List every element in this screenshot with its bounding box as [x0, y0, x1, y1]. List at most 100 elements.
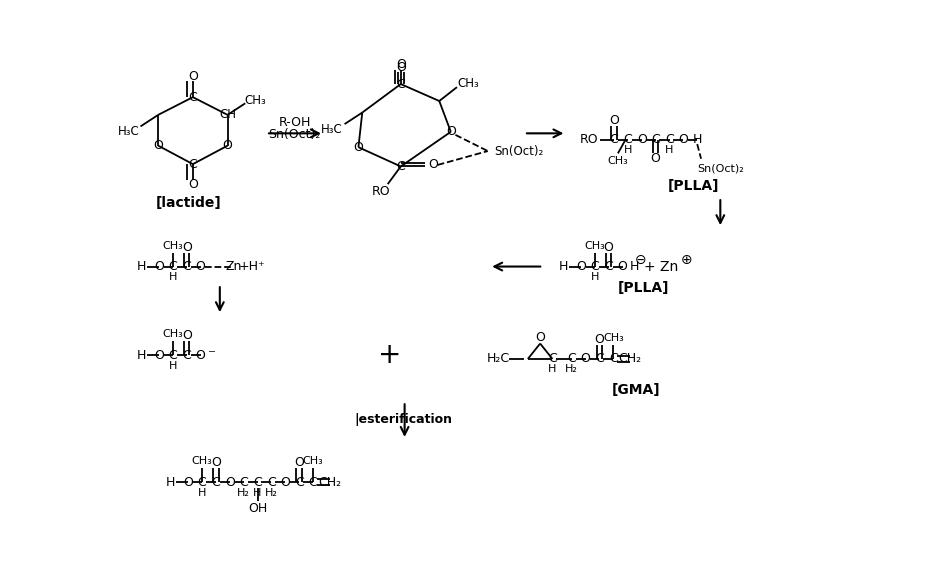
Text: +: + — [377, 341, 401, 369]
Text: ⊕: ⊕ — [681, 253, 692, 267]
Text: CH₂: CH₂ — [318, 476, 342, 488]
Text: H: H — [137, 349, 146, 362]
Text: C: C — [168, 260, 177, 273]
Text: [GMA]: [GMA] — [611, 383, 660, 397]
Text: Sn(Oct)₂: Sn(Oct)₂ — [269, 128, 321, 142]
Text: O: O — [396, 61, 406, 74]
Text: [lactide]: [lactide] — [156, 197, 222, 211]
Text: O: O — [195, 260, 206, 273]
Text: O: O — [182, 329, 192, 342]
Text: C: C — [623, 133, 632, 146]
Text: O: O — [535, 331, 545, 344]
Text: O: O — [651, 152, 660, 165]
Text: C: C — [295, 476, 303, 488]
Text: O: O — [428, 159, 439, 171]
Text: C: C — [239, 476, 248, 488]
Text: C: C — [189, 91, 197, 104]
Text: H₂: H₂ — [565, 364, 578, 374]
Text: CH₃: CH₃ — [244, 94, 266, 106]
Text: C: C — [189, 157, 197, 171]
Text: H₃C: H₃C — [321, 123, 343, 136]
Text: C: C — [182, 260, 192, 273]
Text: H: H — [623, 144, 632, 154]
Text: O: O — [294, 456, 304, 469]
Text: O: O — [396, 57, 406, 71]
Text: ⁻: ⁻ — [208, 347, 216, 363]
Text: H: H — [630, 260, 639, 273]
Text: +H⁺: +H⁺ — [239, 260, 266, 273]
Text: CH₂: CH₂ — [619, 352, 641, 366]
Text: O: O — [225, 476, 235, 488]
Text: C: C — [198, 476, 207, 488]
Text: O: O — [594, 333, 605, 346]
Text: O: O — [195, 349, 206, 362]
Text: C: C — [652, 133, 660, 146]
Text: O: O — [182, 241, 192, 254]
Text: C: C — [665, 133, 674, 146]
Text: C: C — [595, 352, 604, 366]
Text: O: O — [604, 241, 613, 254]
Text: H: H — [169, 361, 177, 371]
Text: O: O — [153, 139, 163, 152]
Text: Sn(Oct)₂: Sn(Oct)₂ — [494, 144, 543, 157]
Text: C: C — [609, 133, 619, 146]
Text: H: H — [254, 488, 262, 498]
Text: C: C — [396, 78, 405, 91]
Text: H: H — [198, 488, 207, 498]
Text: CH₃: CH₃ — [608, 156, 628, 166]
Text: RO: RO — [372, 185, 391, 198]
Text: O: O — [446, 125, 455, 138]
Text: Zn: Zn — [225, 260, 242, 273]
Text: H: H — [137, 260, 146, 273]
Text: C: C — [548, 352, 557, 366]
Text: O: O — [353, 141, 363, 154]
Text: Sn(Oct)₂: Sn(Oct)₂ — [697, 164, 744, 174]
Text: [PLLA]: [PLLA] — [668, 178, 719, 192]
Text: H: H — [559, 260, 568, 273]
Text: H: H — [666, 144, 673, 154]
Text: O: O — [637, 133, 647, 146]
Text: C: C — [567, 352, 577, 366]
Text: CH₃: CH₃ — [162, 329, 183, 339]
Text: O: O — [211, 456, 221, 469]
Text: O: O — [618, 260, 627, 273]
Text: CH₃: CH₃ — [603, 333, 623, 343]
Text: O: O — [154, 349, 164, 362]
Text: OH: OH — [248, 502, 268, 515]
Text: O: O — [281, 476, 290, 488]
Text: H₂: H₂ — [265, 488, 278, 498]
Text: C: C — [211, 476, 221, 488]
Text: H: H — [166, 476, 176, 488]
Text: R-OH: R-OH — [278, 116, 311, 129]
Text: O: O — [576, 260, 586, 273]
Text: CH: CH — [219, 108, 236, 121]
Text: O: O — [678, 133, 688, 146]
Text: O: O — [183, 476, 193, 488]
Text: C: C — [605, 260, 613, 273]
Text: |esterification: |esterification — [355, 412, 453, 425]
Text: CH₃: CH₃ — [162, 241, 183, 251]
Text: [PLLA]: [PLLA] — [618, 281, 670, 295]
Text: H: H — [591, 273, 599, 283]
Text: H₂C: H₂C — [487, 352, 510, 366]
Text: O: O — [580, 352, 591, 366]
Text: C: C — [254, 476, 262, 488]
Text: H₃C: H₃C — [118, 125, 140, 137]
Text: C: C — [608, 352, 618, 366]
Text: RO: RO — [579, 133, 598, 146]
Text: ⊖: ⊖ — [635, 253, 647, 267]
Text: C: C — [182, 349, 192, 362]
Text: CH₃: CH₃ — [302, 456, 323, 466]
Text: C: C — [168, 349, 177, 362]
Text: C: C — [267, 476, 276, 488]
Text: CH₃: CH₃ — [192, 456, 212, 466]
Text: C: C — [396, 160, 405, 173]
Text: C: C — [309, 476, 317, 488]
Text: H: H — [169, 273, 177, 283]
Text: H: H — [693, 133, 702, 146]
Text: O: O — [609, 113, 619, 127]
Text: O: O — [223, 139, 233, 152]
Text: H₂: H₂ — [238, 488, 250, 498]
Text: CH₃: CH₃ — [584, 241, 606, 251]
Text: + Zn: + Zn — [644, 260, 678, 274]
